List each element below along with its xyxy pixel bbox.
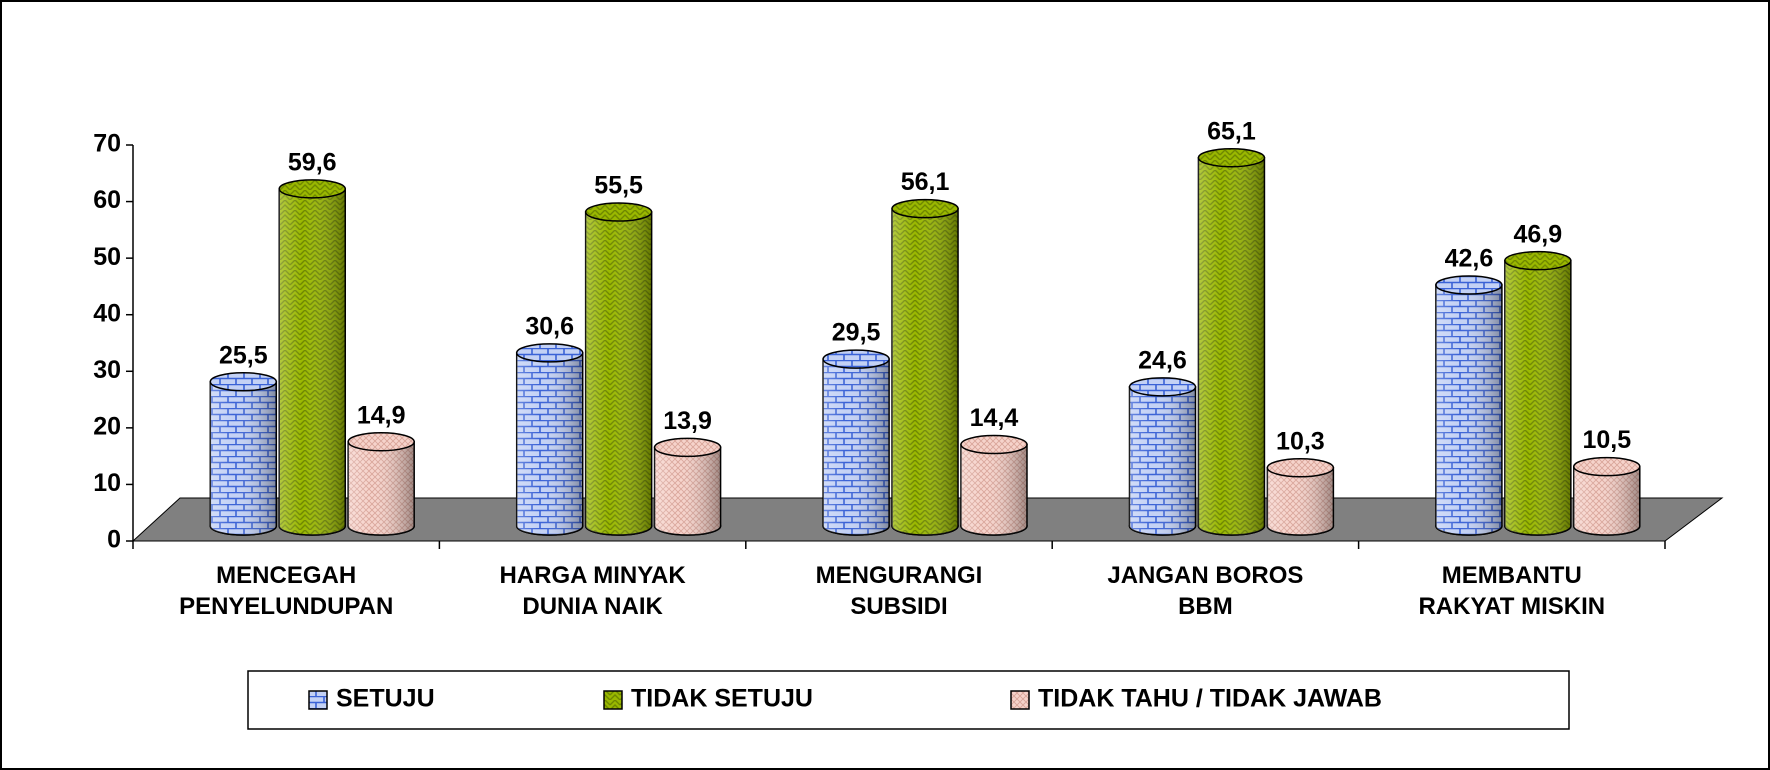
value-label: 13,9: [663, 407, 712, 435]
x-tick-label: JANGAN BOROS BBM: [1107, 562, 1304, 620]
y-tick-label: 20: [93, 412, 121, 440]
value-label: 14,9: [357, 401, 406, 429]
bar-top: [960, 434, 1028, 455]
value-label: 55,5: [594, 172, 643, 200]
legend-swatch: [603, 690, 623, 710]
y-tick-label: 10: [93, 469, 121, 497]
value-label: 30,6: [525, 313, 574, 341]
value-label: 65,1: [1207, 117, 1256, 145]
bar-top: [822, 349, 890, 369]
legend-box: [247, 670, 1570, 730]
value-label: 10,5: [1582, 426, 1631, 454]
bar-shade: [1504, 260, 1571, 535]
y-tick-label: 0: [107, 526, 121, 554]
bar-shade: [654, 447, 721, 535]
legend-swatch: [308, 690, 328, 710]
value-label: 42,6: [1445, 245, 1494, 273]
value-label: 46,9: [1514, 220, 1563, 248]
value-label: 56,1: [901, 168, 950, 196]
x-tick-label: MENCEGAH PENYELUNDUPAN: [179, 562, 394, 620]
y-tick-label: 30: [93, 356, 121, 384]
bar-top: [584, 202, 653, 222]
value-label: 24,6: [1138, 346, 1187, 374]
bar-shade: [279, 188, 346, 535]
x-tick-label: MENGURANGI SUBSIDI: [815, 562, 983, 620]
x-tick-label: MEMBANTU RAKYAT MISKIN: [1418, 562, 1606, 620]
y-tick-label: 50: [93, 243, 121, 271]
y-tick-label: 70: [93, 130, 121, 158]
y-tick-label: 40: [93, 299, 121, 327]
legend-swatch: [1010, 690, 1030, 710]
bar-top: [347, 431, 415, 452]
bar-top: [1197, 147, 1266, 168]
x-tick-label: HARGA MINYAK DUNIA NAIK: [499, 562, 686, 620]
bar-shade: [1435, 285, 1502, 535]
legend-label: TIDAK SETUJU: [631, 685, 813, 713]
bar-shade: [1573, 466, 1640, 535]
value-label: 59,6: [288, 148, 337, 176]
bar-shade: [516, 352, 583, 535]
bar-top: [1266, 457, 1335, 478]
bar-shade: [823, 359, 890, 535]
bar-top: [278, 179, 346, 199]
bar-shade: [1267, 467, 1334, 535]
value-label: 14,4: [970, 404, 1019, 432]
bar-top: [1435, 275, 1503, 295]
y-tick-label: 60: [93, 186, 121, 214]
bar-shade: [348, 441, 415, 535]
bar-top: [209, 371, 278, 392]
bar-top: [1504, 250, 1572, 271]
legend-label: SETUJU: [336, 685, 435, 713]
bar-shade: [892, 208, 959, 536]
value-label: 10,3: [1276, 427, 1325, 455]
bar-shade: [1129, 386, 1196, 535]
bar-top: [515, 343, 584, 363]
value-label: 29,5: [832, 319, 881, 347]
bar-shade: [210, 381, 277, 535]
legend-label: TIDAK TAHU / TIDAK JAWAB: [1038, 685, 1382, 713]
bar-top: [1128, 377, 1197, 397]
bar-top: [1573, 456, 1641, 477]
bar-shade: [585, 212, 652, 535]
bar-shade: [960, 444, 1027, 535]
bar-top: [653, 437, 722, 458]
value-label: 25,5: [219, 341, 268, 369]
bar-top: [891, 198, 959, 219]
bar-shade: [1198, 157, 1265, 535]
